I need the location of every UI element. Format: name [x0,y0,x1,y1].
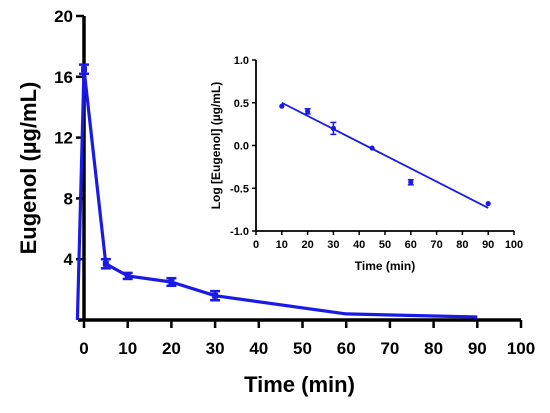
y-tick-label: 0.5 [234,98,249,110]
x-tick-label: 60 [405,239,417,251]
y-tick-label: -0.5 [230,183,249,195]
x-tick-label: 10 [276,239,288,251]
x-tick-label: 30 [206,339,225,358]
x-axis-label: Time (min) [355,259,415,273]
data-point [279,103,285,109]
data-point [124,272,131,279]
x-tick-label: 100 [505,239,523,251]
x-tick-label: 20 [162,339,181,358]
x-tick-label: 40 [353,239,365,251]
y-tick-label: 1.0 [234,55,249,67]
fit-line [281,101,489,209]
x-tick-label: 90 [482,239,494,251]
y-tick-label: 0.0 [234,141,249,153]
y-axis-label: Eugenol (µg/mL) [16,82,41,255]
x-tick-label: 90 [468,339,487,358]
series-line [75,67,478,321]
data-point [212,292,219,299]
x-tick-label: 30 [327,239,339,251]
y-tick-label: 8 [64,189,73,208]
inset-plot: 0 10 20 30 40 50 60 70 80 90 100 -1.0 -0.5 0.0 0.5 1.0 T… [209,55,523,273]
x-tick-label: 20 [301,239,313,251]
y-tick-label: 12 [54,129,73,148]
x-tick-label: 60 [337,339,356,358]
data-point [485,201,491,207]
data-point [408,179,414,185]
x-tick-label: 50 [379,239,391,251]
y-tick-label: -1.0 [230,226,249,238]
x-tick-label: 80 [424,339,443,358]
x-tick-label: 40 [249,339,268,358]
x-tick-label: 50 [293,339,312,358]
y-tick-label: 4 [64,250,74,269]
y-tick-label: 20 [54,7,73,26]
data-point [330,125,336,131]
x-tick-label: 80 [456,239,468,251]
x-axis-label: Time (min) [244,372,355,397]
x-tick-label: 70 [380,339,399,358]
data-point [81,66,87,73]
x-tick-label: 0 [79,339,88,358]
data-point [168,279,175,285]
y-tick-label: 16 [54,68,73,87]
x-tick-label: 0 [253,239,259,251]
x-tick-label: 10 [118,339,137,358]
y-axis-label: Log [Eugenol] (µg/mL) [209,82,223,210]
data-point [305,108,311,114]
x-tick-label: 100 [507,339,535,358]
x-tick-label: 70 [430,239,442,251]
data-point [102,260,109,267]
data-point [369,145,375,151]
